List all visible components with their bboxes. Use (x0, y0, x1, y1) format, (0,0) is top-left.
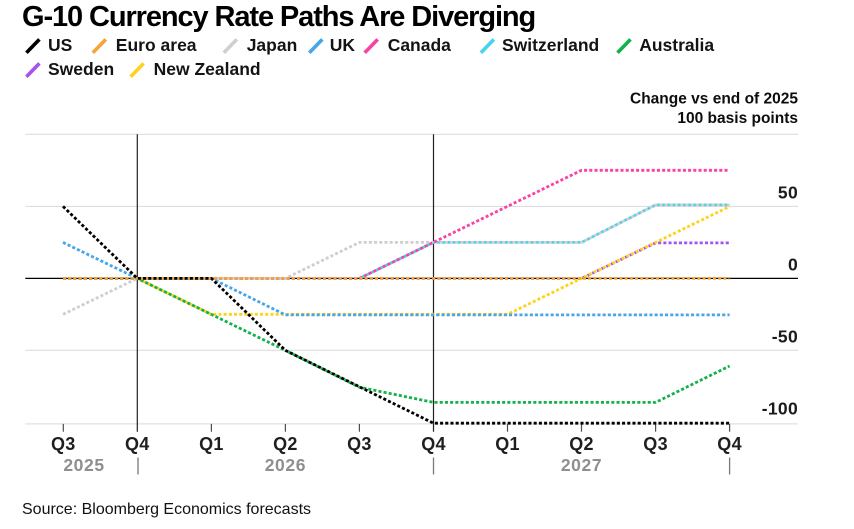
svg-text:US: US (48, 35, 72, 55)
svg-text:Q3: Q3 (347, 434, 372, 454)
svg-text:Q4: Q4 (717, 434, 742, 454)
svg-text:-100: -100 (762, 398, 798, 418)
svg-text:Q4: Q4 (421, 434, 446, 454)
svg-text:Australia: Australia (639, 35, 714, 55)
svg-text:New Zealand: New Zealand (154, 59, 261, 79)
svg-text:Q1: Q1 (199, 434, 224, 454)
svg-text:Euro area: Euro area (116, 35, 197, 55)
svg-text:Canada: Canada (388, 35, 451, 55)
svg-text:0: 0 (788, 254, 798, 274)
svg-text:Change vs end of 2025: Change vs end of 2025 (630, 90, 798, 107)
svg-text:2025: 2025 (63, 455, 104, 475)
svg-text:Q2: Q2 (273, 434, 298, 454)
svg-text:2026: 2026 (265, 455, 306, 475)
svg-text:Switzerland: Switzerland (502, 35, 599, 55)
svg-text:G-10 Currency Rate Paths Are D: G-10 Currency Rate Paths Are Diverging (22, 1, 535, 33)
svg-text:Q3: Q3 (643, 434, 668, 454)
svg-text:-50: -50 (772, 326, 798, 346)
svg-text:Q4: Q4 (125, 434, 150, 454)
svg-text:Q1: Q1 (495, 434, 520, 454)
svg-text:Sweden: Sweden (48, 59, 114, 79)
svg-text:2027: 2027 (561, 455, 602, 475)
svg-text:Q2: Q2 (569, 434, 594, 454)
svg-text:UK: UK (330, 35, 356, 55)
svg-text:Q3: Q3 (51, 434, 76, 454)
svg-text:Source: Bloomberg Economics fo: Source: Bloomberg Economics forecasts (22, 501, 311, 518)
svg-text:Japan: Japan (247, 35, 298, 55)
svg-text:100 basis points: 100 basis points (677, 110, 798, 127)
svg-text:50: 50 (778, 182, 798, 202)
